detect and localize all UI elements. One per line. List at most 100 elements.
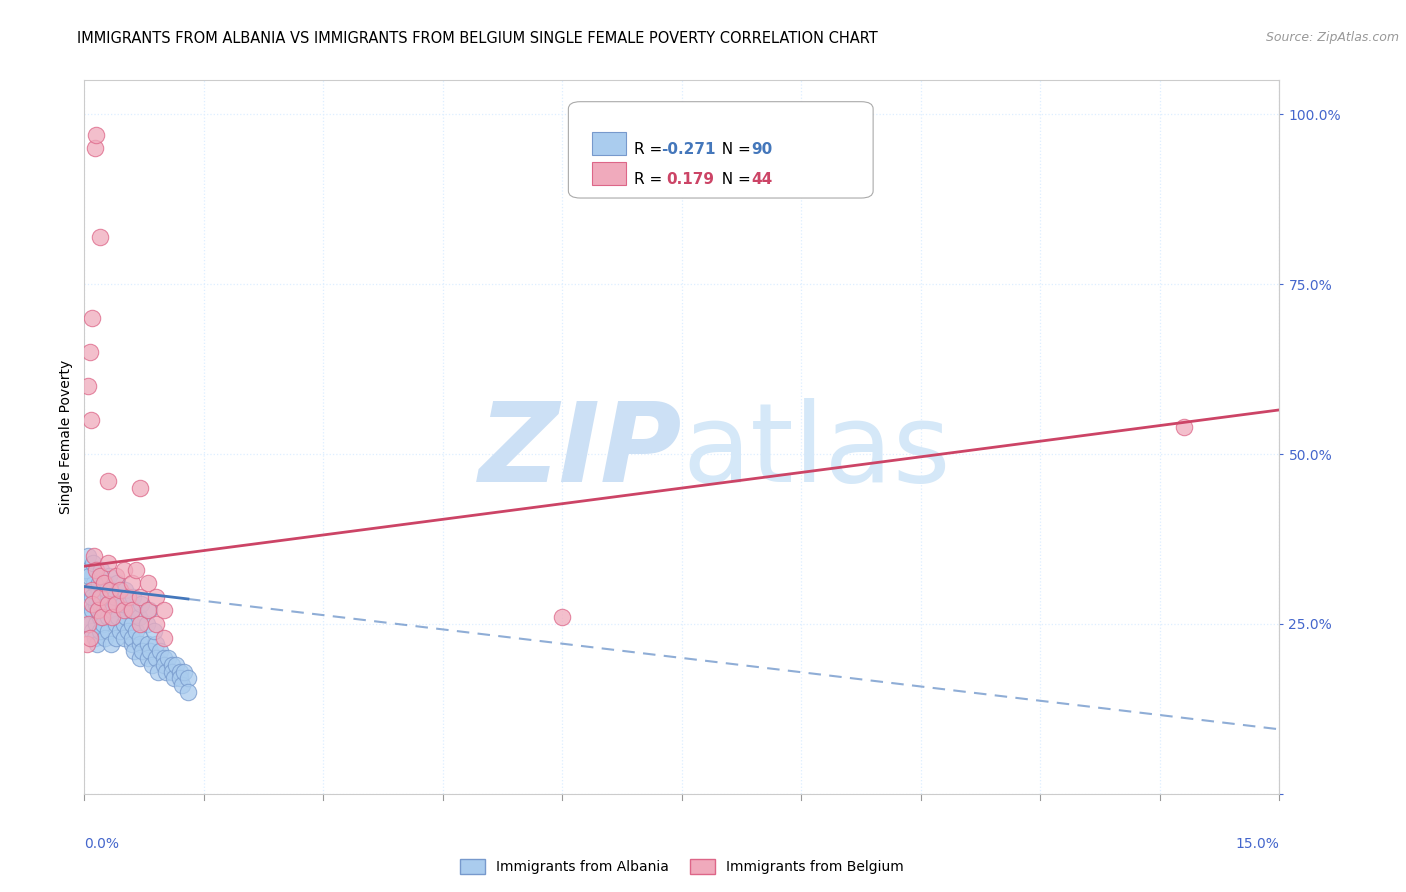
Point [89,569,111,583]
Point [77,617,100,632]
Text: ZIP: ZIP [478,398,682,505]
Point [153,657,176,672]
Point [105,631,128,645]
Text: -0.271: -0.271 [662,142,716,157]
Point [177,685,200,699]
Point [90,563,112,577]
Point [96,582,118,597]
Point [98,569,121,583]
Point [110,582,132,597]
Point [153,603,176,617]
Point [97,597,120,611]
Text: atlas: atlas [682,398,950,505]
Text: N =: N = [711,142,755,157]
Point [128,610,150,624]
Point [82,311,104,326]
Point [177,671,200,685]
Point [114,610,136,624]
Point [165,657,187,672]
Point [89,576,111,591]
Point [149,644,172,658]
Point [101,603,124,617]
Point [138,644,160,658]
Point [83,631,105,645]
Point [145,617,167,632]
Point [89,624,111,638]
Point [79,631,101,645]
Point [83,141,105,155]
Point [153,651,176,665]
Point [120,603,142,617]
Point [135,617,157,632]
Point [121,576,143,591]
Point [141,657,163,672]
Point [145,590,167,604]
Point [80,590,103,604]
Point [121,631,143,645]
Point [143,624,166,638]
Point [87,603,110,617]
Point [89,597,111,611]
Point [136,637,159,651]
Point [129,597,152,611]
Point [76,597,98,611]
Point [138,603,160,617]
Point [98,582,121,597]
Point [93,576,115,591]
Point [86,128,108,142]
Point [98,582,121,597]
Point [153,631,176,645]
Point [145,637,167,651]
Point [169,665,191,679]
Point [111,597,134,611]
Point [129,590,152,604]
Point [89,590,111,604]
Point [114,582,136,597]
Point [1173,420,1195,434]
Point [110,624,132,638]
Point [79,617,101,632]
Point [157,651,180,665]
Text: N =: N = [711,171,755,186]
Point [82,603,104,617]
Point [121,637,143,651]
Point [129,651,152,665]
Point [131,644,153,658]
Point [100,637,122,651]
Point [121,617,143,632]
Point [129,631,152,645]
Point [94,631,117,645]
Text: IMMIGRANTS FROM ALBANIA VS IMMIGRANTS FROM BELGIUM SINGLE FEMALE POVERTY CORRELA: IMMIGRANTS FROM ALBANIA VS IMMIGRANTS FR… [77,31,879,46]
Point [107,610,129,624]
Point [82,569,104,583]
Point [551,610,574,624]
Point [82,582,104,597]
Point [146,665,169,679]
Y-axis label: Single Female Poverty: Single Female Poverty [59,360,73,514]
Point [84,597,107,611]
Point [80,582,103,597]
Point [136,651,159,665]
Text: 15.0%: 15.0% [1236,837,1279,851]
Text: Source: ZipAtlas.com: Source: ZipAtlas.com [1265,31,1399,45]
FancyBboxPatch shape [592,161,626,186]
Point [86,617,108,632]
Point [162,671,184,685]
Point [136,603,159,617]
Point [77,610,100,624]
Point [97,556,120,570]
Point [129,481,152,495]
Point [77,379,100,393]
Text: 0.0%: 0.0% [84,837,120,851]
Point [112,603,135,617]
Point [125,624,148,638]
Point [89,229,111,244]
Point [112,603,135,617]
Point [160,657,183,672]
Point [104,590,127,604]
Point [170,678,193,692]
Point [83,576,105,591]
Text: 44: 44 [751,171,772,186]
Point [122,590,145,604]
Point [86,637,108,651]
